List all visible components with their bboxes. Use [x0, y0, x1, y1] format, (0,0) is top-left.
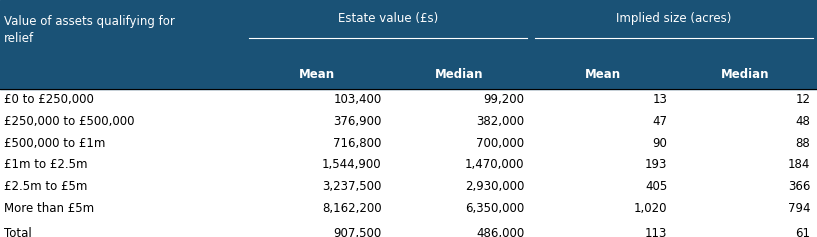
Text: 6,350,000: 6,350,000: [465, 202, 525, 215]
Text: 2,930,000: 2,930,000: [465, 180, 525, 193]
Bar: [0, 0, 817, 61]
Text: 405: 405: [645, 180, 667, 193]
Text: Mean: Mean: [584, 68, 621, 81]
Text: 113: 113: [645, 227, 667, 237]
Text: Median: Median: [435, 68, 484, 81]
Text: 99,200: 99,200: [484, 93, 525, 106]
Text: £250,000 to £500,000: £250,000 to £500,000: [4, 115, 135, 128]
Text: 1,544,900: 1,544,900: [322, 158, 382, 171]
Text: 794: 794: [788, 202, 810, 215]
Text: Estate value (£s): Estate value (£s): [338, 12, 438, 25]
Text: Implied size (acres): Implied size (acres): [616, 12, 732, 25]
Text: 13: 13: [653, 93, 667, 106]
Text: Mean: Mean: [298, 68, 335, 81]
Text: 90: 90: [653, 137, 667, 150]
Text: £0 to £250,000: £0 to £250,000: [4, 93, 94, 106]
Text: 48: 48: [796, 115, 810, 128]
Text: 376,900: 376,900: [333, 115, 382, 128]
Text: 184: 184: [788, 158, 810, 171]
Text: £500,000 to £1m: £500,000 to £1m: [4, 137, 105, 150]
Text: Total: Total: [4, 227, 32, 237]
Text: 1,470,000: 1,470,000: [465, 158, 525, 171]
Text: 907,500: 907,500: [333, 227, 382, 237]
Text: £1m to £2.5m: £1m to £2.5m: [4, 158, 87, 171]
Text: Median: Median: [721, 68, 770, 81]
Text: 700,000: 700,000: [476, 137, 525, 150]
Text: 61: 61: [796, 227, 810, 237]
Text: 12: 12: [796, 93, 810, 106]
Text: Value of assets qualifying for
relief: Value of assets qualifying for relief: [4, 15, 175, 45]
Text: 382,000: 382,000: [476, 115, 525, 128]
Text: 88: 88: [796, 137, 810, 150]
Text: 716,800: 716,800: [333, 137, 382, 150]
Text: £2.5m to £5m: £2.5m to £5m: [4, 180, 87, 193]
Text: 366: 366: [788, 180, 810, 193]
Text: More than £5m: More than £5m: [4, 202, 94, 215]
Text: 47: 47: [653, 115, 667, 128]
Text: 486,000: 486,000: [476, 227, 525, 237]
Text: 193: 193: [645, 158, 667, 171]
Text: 8,162,200: 8,162,200: [322, 202, 382, 215]
Bar: [0, 61, 817, 89]
Text: 1,020: 1,020: [634, 202, 667, 215]
Text: 3,237,500: 3,237,500: [322, 180, 382, 193]
Text: 103,400: 103,400: [333, 93, 382, 106]
